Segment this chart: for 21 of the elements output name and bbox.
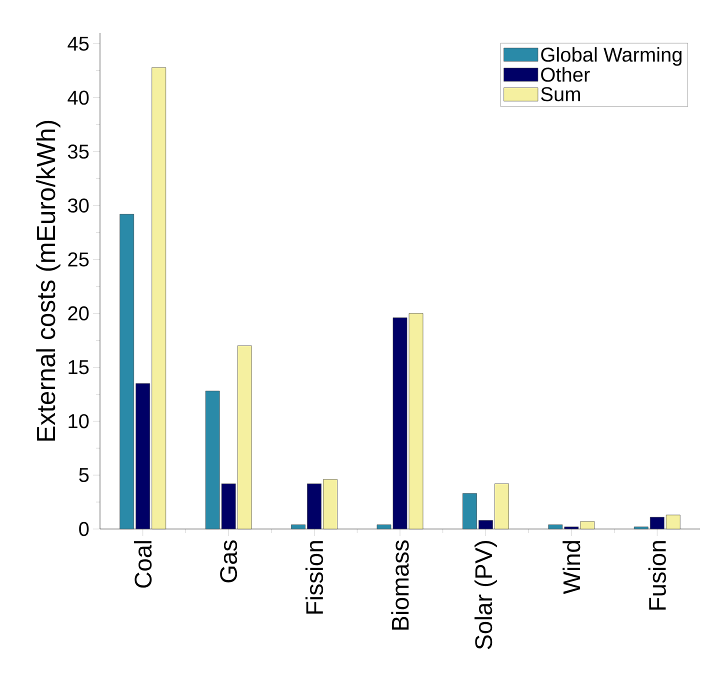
y-tick-label: 10 <box>68 414 89 428</box>
legend-label: Global Warming <box>541 47 682 66</box>
x-tick-label: Fission <box>305 541 324 614</box>
y-tick-label: 35 <box>68 144 89 159</box>
y-tick-label: 30 <box>68 198 89 213</box>
y-tick-label: 0 <box>79 522 89 536</box>
x-tick-label: Wind <box>562 541 580 594</box>
x-tick-label: Solar (PV) <box>474 541 497 650</box>
y-tick-label: 25 <box>68 252 89 267</box>
y-tick-label: 40 <box>68 90 89 105</box>
legend-label: Sum <box>541 87 580 102</box>
x-tick-label: Gas <box>220 540 238 582</box>
y-tick-label: 20 <box>68 306 89 320</box>
x-tick-label: Fusion <box>648 541 666 610</box>
y-tick-label: 15 <box>68 360 89 374</box>
x-tick-label: Coal <box>134 541 152 588</box>
x-tick-label: Biomass <box>391 540 409 630</box>
y-tick-label: 5 <box>79 468 89 482</box>
legend-label: Other <box>541 67 590 82</box>
y-tick-label: 45 <box>68 36 89 51</box>
y-axis-title: External costs (mEuro/kWh) <box>36 120 60 441</box>
